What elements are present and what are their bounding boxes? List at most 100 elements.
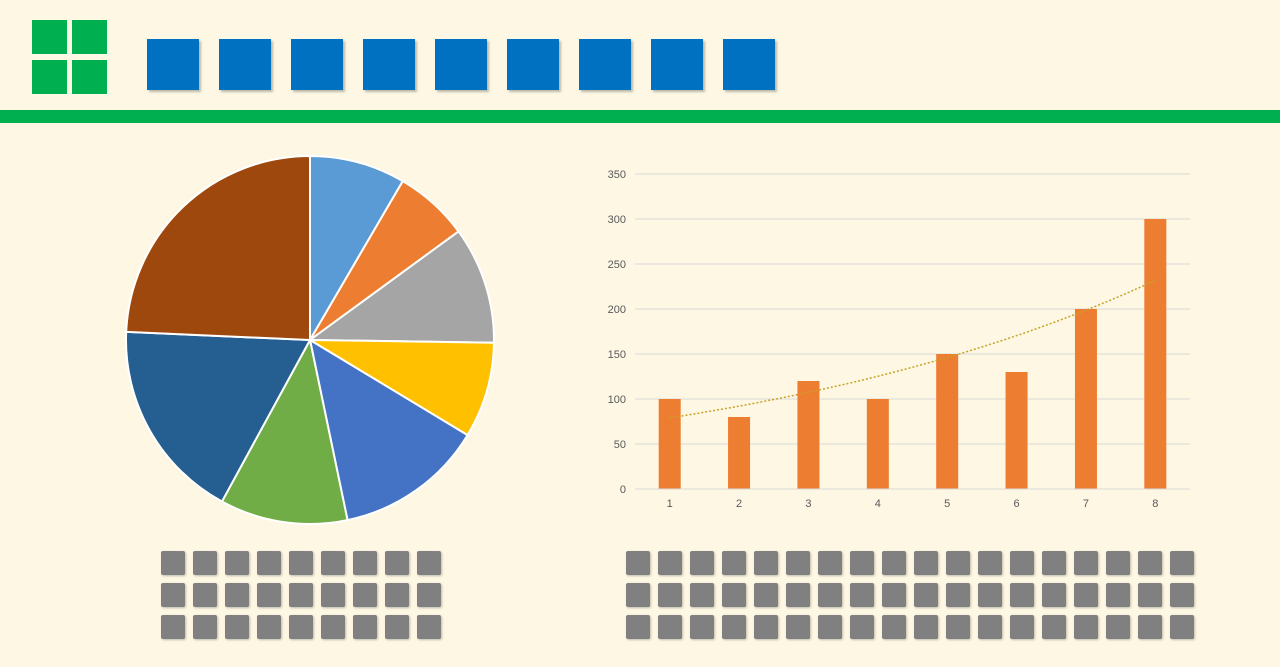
placeholder-tile bbox=[882, 615, 906, 639]
placeholder-tile bbox=[946, 551, 970, 575]
placeholder-tile bbox=[417, 583, 441, 607]
trendline bbox=[669, 279, 1156, 419]
y-tick-label: 300 bbox=[608, 214, 626, 226]
bar-5 bbox=[936, 354, 959, 489]
placeholder-tile bbox=[321, 615, 345, 639]
title-block bbox=[579, 39, 631, 90]
placeholder-tile bbox=[1074, 551, 1098, 575]
placeholder-tile bbox=[946, 583, 970, 607]
placeholder-tile bbox=[289, 551, 313, 575]
placeholder-tile bbox=[417, 551, 441, 575]
bar-4 bbox=[866, 399, 889, 489]
placeholder-tile bbox=[257, 551, 281, 575]
four-squares-logo-icon bbox=[32, 20, 107, 94]
placeholder-tile bbox=[786, 551, 810, 575]
pie-chart-svg bbox=[125, 154, 495, 525]
placeholder-tile bbox=[786, 615, 810, 639]
bar-legend-placeholder bbox=[626, 551, 1194, 639]
pie-slice-1 bbox=[309, 154, 405, 344]
placeholder-tile bbox=[257, 583, 281, 607]
pie-slice-8 bbox=[125, 154, 311, 342]
x-tick-label: 7 bbox=[1083, 498, 1089, 510]
title-block bbox=[291, 39, 343, 90]
y-tick-label: 350 bbox=[608, 169, 626, 181]
placeholder-tile bbox=[914, 615, 938, 639]
logo-square bbox=[72, 20, 107, 54]
placeholder-tile bbox=[353, 615, 377, 639]
placeholder-tile bbox=[193, 551, 217, 575]
x-tick-label: 5 bbox=[944, 498, 950, 510]
title-placeholder-blocks bbox=[147, 39, 775, 90]
placeholder-tile bbox=[626, 551, 650, 575]
placeholder-tile bbox=[658, 615, 682, 639]
placeholder-tile bbox=[1010, 615, 1034, 639]
placeholder-tile bbox=[850, 615, 874, 639]
pie-chart bbox=[110, 145, 510, 535]
placeholder-tile bbox=[1138, 583, 1162, 607]
placeholder-tile bbox=[1170, 551, 1194, 575]
placeholder-tile bbox=[289, 615, 313, 639]
bar-chart: 0 50 100 150 200 250 300 350 1 2 3 4 5 6 7 8 bbox=[590, 160, 1200, 520]
placeholder-tile bbox=[1074, 583, 1098, 607]
x-tick-label: 8 bbox=[1152, 498, 1158, 510]
title-block bbox=[363, 39, 415, 90]
x-tick-label: 2 bbox=[736, 498, 742, 510]
placeholder-tile bbox=[193, 583, 217, 607]
placeholder-tile bbox=[690, 615, 714, 639]
bar-1 bbox=[658, 399, 681, 489]
y-tick-label: 0 bbox=[620, 484, 626, 496]
placeholder-tile bbox=[193, 615, 217, 639]
pie-slice-6 bbox=[220, 337, 349, 525]
placeholder-tile bbox=[978, 583, 1002, 607]
placeholder-tile bbox=[914, 583, 938, 607]
placeholder-tile bbox=[722, 583, 746, 607]
placeholder-tile bbox=[385, 551, 409, 575]
placeholder-tile bbox=[626, 615, 650, 639]
bar-7 bbox=[1074, 309, 1097, 489]
placeholder-tile bbox=[1106, 583, 1130, 607]
x-tick-label: 3 bbox=[805, 498, 811, 510]
placeholder-tile bbox=[225, 615, 249, 639]
placeholder-tile bbox=[321, 583, 345, 607]
placeholder-tile bbox=[626, 583, 650, 607]
placeholder-tile bbox=[1010, 583, 1034, 607]
placeholder-tile bbox=[1138, 615, 1162, 639]
placeholder-tile bbox=[385, 583, 409, 607]
bar-6 bbox=[1005, 372, 1028, 489]
placeholder-tile bbox=[1074, 615, 1098, 639]
y-tick-label: 100 bbox=[608, 394, 626, 406]
header-divider bbox=[0, 110, 1280, 123]
placeholder-tile bbox=[225, 551, 249, 575]
placeholder-tile bbox=[1010, 551, 1034, 575]
x-tick-label: 1 bbox=[667, 498, 673, 510]
bar-2 bbox=[728, 417, 751, 489]
bar-8 bbox=[1144, 219, 1167, 489]
placeholder-tile bbox=[786, 583, 810, 607]
placeholder-tile bbox=[818, 615, 842, 639]
bar-chart-svg: 0 50 100 150 200 250 300 350 1 2 3 4 5 6 7 8 bbox=[608, 169, 1190, 510]
bar-3 bbox=[797, 381, 820, 489]
placeholder-tile bbox=[914, 551, 938, 575]
placeholder-tile bbox=[1042, 615, 1066, 639]
placeholder-tile bbox=[754, 615, 778, 639]
placeholder-tile bbox=[161, 615, 185, 639]
logo-square bbox=[72, 60, 107, 94]
title-block bbox=[219, 39, 271, 90]
placeholder-tile bbox=[690, 583, 714, 607]
y-tick-label: 50 bbox=[614, 439, 626, 451]
pie-slice-3 bbox=[306, 230, 495, 344]
placeholder-tile bbox=[225, 583, 249, 607]
pie-legend-placeholder bbox=[161, 551, 441, 639]
placeholder-tile bbox=[321, 551, 345, 575]
pie-slice-7 bbox=[125, 330, 312, 503]
title-block bbox=[651, 39, 703, 90]
placeholder-tile bbox=[658, 583, 682, 607]
y-tick-label: 250 bbox=[608, 259, 626, 271]
logo-square bbox=[32, 60, 67, 94]
placeholder-tile bbox=[882, 551, 906, 575]
placeholder-tile bbox=[353, 583, 377, 607]
placeholder-tile bbox=[353, 551, 377, 575]
placeholder-tile bbox=[978, 615, 1002, 639]
placeholder-tile bbox=[658, 551, 682, 575]
placeholder-tile bbox=[754, 551, 778, 575]
